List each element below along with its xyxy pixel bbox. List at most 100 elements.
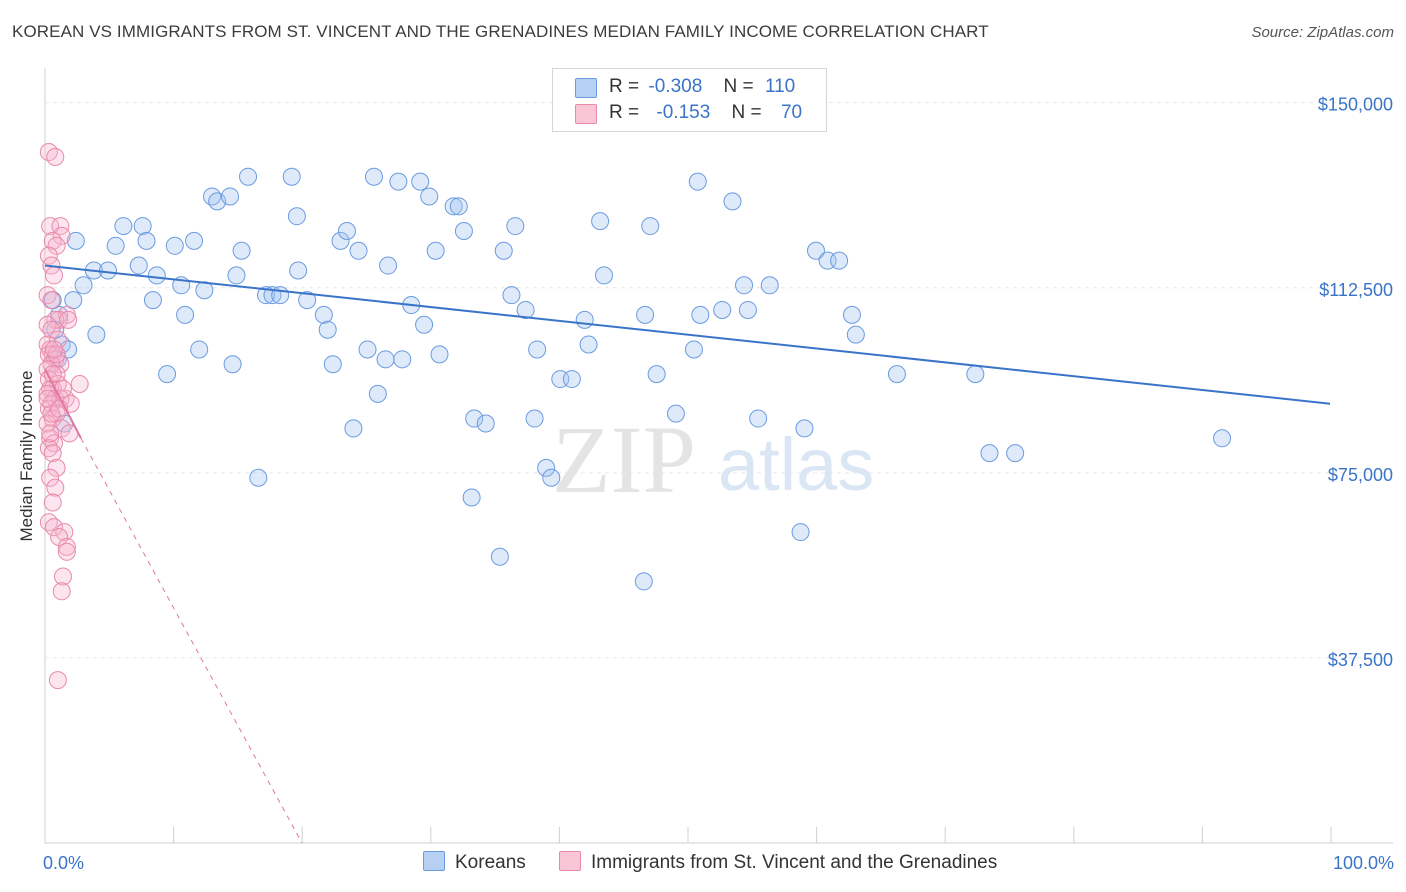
immigrant-point	[42, 291, 61, 310]
koreans-trend-line	[44, 264, 1331, 405]
korean-point	[282, 167, 301, 186]
y-tick-label: $112,500	[1319, 280, 1393, 300]
korean-point	[842, 305, 861, 324]
korean-point	[223, 355, 242, 374]
korean-point	[287, 207, 306, 226]
legend-r-value: -0.308	[648, 76, 703, 97]
legend-swatch-pink	[575, 104, 597, 124]
immigrant-point	[39, 513, 58, 532]
bottom-legend-immigrants: Immigrants from St. Vincent and the Gren…	[559, 851, 997, 874]
immigrant-point	[55, 523, 74, 542]
korean-point	[389, 172, 408, 191]
korean-point	[454, 222, 473, 240]
korean-point	[331, 231, 350, 250]
source-label: Source: ZipAtlas.com	[1251, 24, 1394, 41]
korean-point	[323, 355, 342, 374]
korean-point	[525, 409, 544, 428]
korean-point	[807, 241, 825, 260]
korean-point	[133, 217, 152, 236]
korean-point	[129, 256, 148, 275]
korean-point	[64, 291, 83, 310]
korean-point	[318, 320, 337, 339]
immigrant-point	[47, 236, 66, 255]
immigrant-point	[42, 320, 61, 339]
korean-point	[537, 458, 556, 477]
korean-point	[420, 187, 439, 206]
korean-point	[344, 419, 363, 438]
korean-point	[1213, 429, 1232, 448]
korean-point	[830, 251, 849, 270]
immigrants-trend-extension	[80, 438, 303, 844]
korean-point	[666, 404, 685, 423]
korean-point	[562, 370, 581, 389]
korean-point	[591, 212, 610, 231]
korean-point	[795, 419, 814, 438]
y-tick-labels: $150,000 $112,500 $75,000 $37,500	[1318, 95, 1393, 670]
korean-point	[221, 187, 240, 206]
korean-point	[379, 256, 398, 275]
korean-point	[289, 261, 308, 280]
korean-point	[738, 300, 757, 319]
korean-point	[641, 217, 660, 236]
korean-point	[444, 197, 463, 216]
korean-point	[494, 241, 513, 260]
korean-point	[980, 444, 999, 463]
korean-point	[227, 266, 246, 285]
chart-title: KOREAN VS IMMIGRANTS FROM ST. VINCENT AN…	[12, 22, 989, 41]
trend-lines	[44, 264, 1331, 844]
korean-point	[349, 241, 368, 260]
korean-point	[735, 276, 754, 295]
korean-point	[723, 192, 742, 211]
korean-point	[887, 365, 906, 384]
legend-n-label: N =	[731, 102, 762, 123]
korean-point	[239, 167, 258, 186]
immigrant-point	[57, 537, 76, 556]
legend-r-label: R =	[609, 76, 640, 97]
korean-point	[87, 325, 106, 344]
immigrant-point	[41, 468, 60, 487]
korean-point	[636, 305, 655, 324]
korean-point	[257, 286, 276, 305]
korean-point	[966, 365, 985, 384]
korean-point	[364, 167, 383, 186]
legend-n-value: 110	[764, 76, 796, 97]
korean-point	[147, 266, 166, 285]
korean-point	[1006, 444, 1025, 463]
korean-point	[114, 217, 133, 236]
korean-point	[449, 197, 468, 216]
korean-point	[190, 340, 209, 359]
immigrant-point	[43, 493, 62, 512]
bottom-legend-swatch-pink	[559, 851, 581, 871]
immigrant-point	[52, 226, 71, 245]
immigrants-points	[38, 143, 89, 690]
immigrant-point	[50, 528, 69, 546]
korean-point	[411, 172, 430, 191]
immigrant-point	[59, 310, 78, 329]
immigrant-point	[46, 478, 65, 497]
korean-point	[846, 325, 865, 344]
korean-point	[66, 231, 85, 250]
immigrant-point	[41, 217, 60, 236]
immigrant-point	[38, 360, 57, 379]
korean-point	[203, 187, 222, 206]
korean-point	[791, 523, 810, 542]
korean-point	[490, 547, 509, 566]
immigrant-point	[44, 266, 63, 285]
korean-point	[232, 241, 251, 260]
korean-point	[594, 266, 613, 285]
korean-point	[298, 291, 317, 310]
korean-point	[462, 488, 481, 507]
korean-point	[528, 340, 547, 359]
korean-point	[713, 300, 732, 319]
immigrant-point	[52, 582, 71, 601]
immigrant-point	[38, 389, 57, 408]
korean-point	[137, 231, 156, 250]
korean-point	[106, 236, 125, 255]
x-tick-label-max: 100.0%	[1333, 853, 1394, 873]
korean-point	[337, 222, 356, 240]
korean-point	[506, 217, 525, 236]
korean-point	[684, 340, 703, 359]
korean-point	[376, 350, 395, 369]
immigrant-point	[44, 518, 63, 537]
bottom-legend-koreans: Koreans	[423, 851, 526, 874]
